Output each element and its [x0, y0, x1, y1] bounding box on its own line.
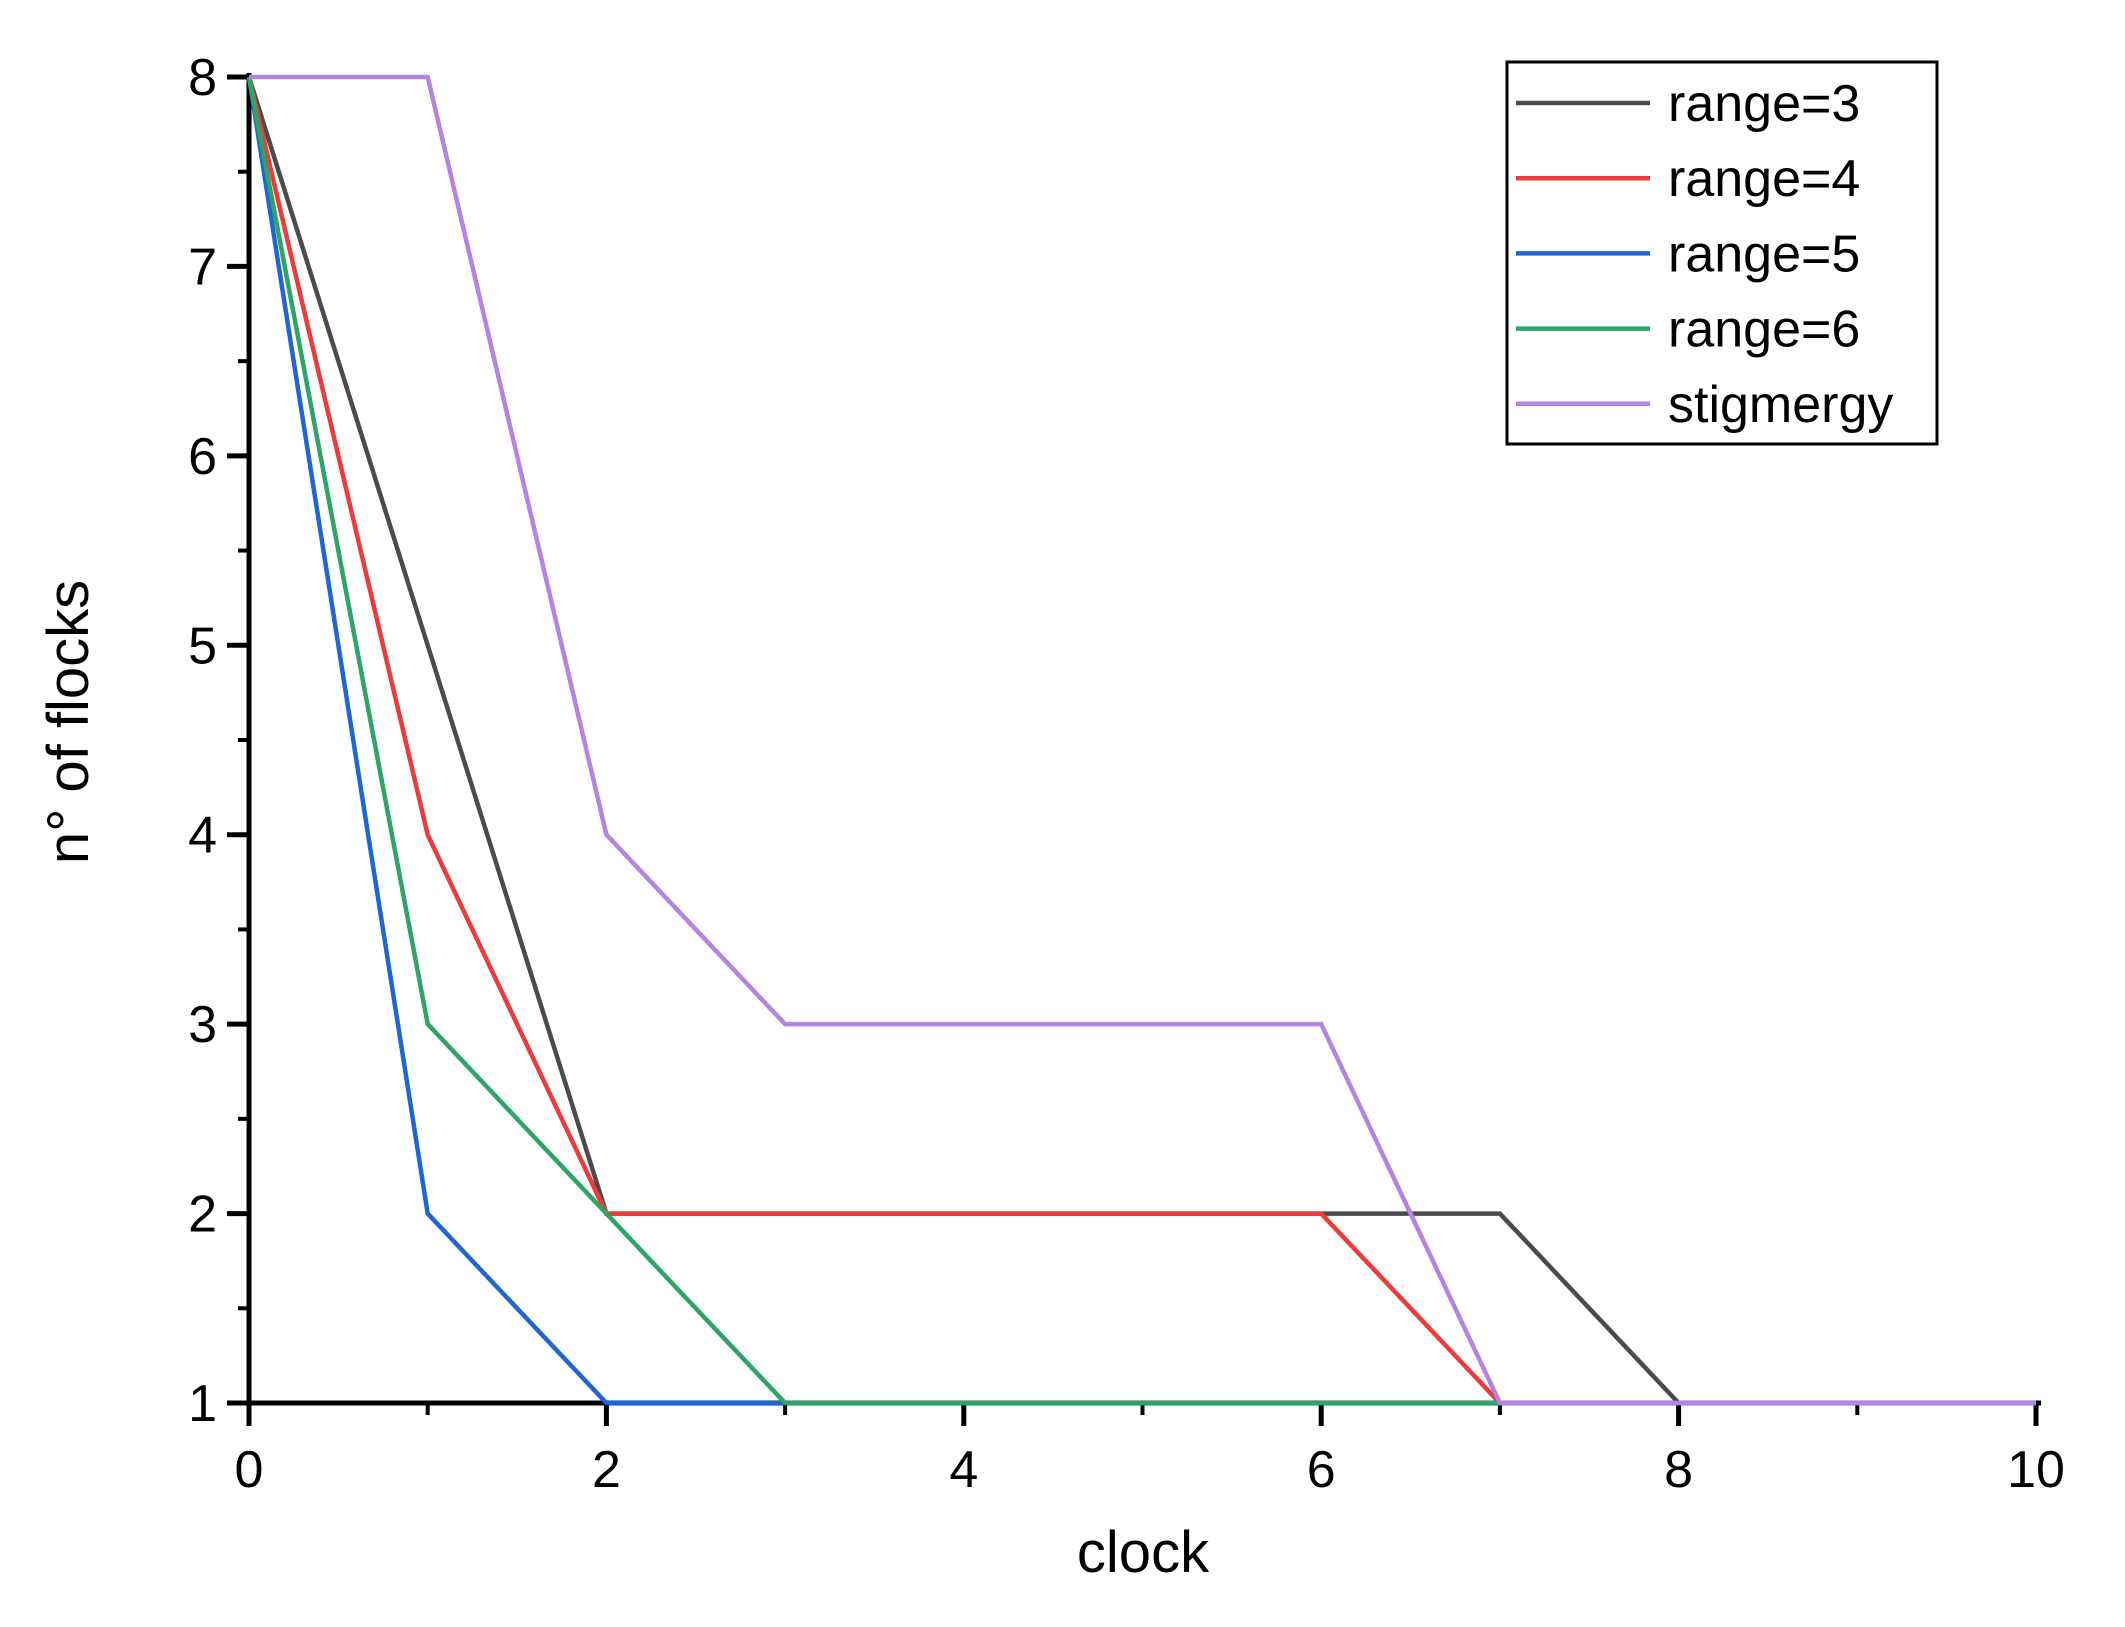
y-tick-label: 6 — [188, 428, 217, 486]
x-tick-label: 2 — [592, 1441, 621, 1499]
legend-label-range=6: range=6 — [1668, 301, 1860, 359]
x-tick-label: 10 — [2007, 1441, 2065, 1499]
x-tick-label: 8 — [1664, 1441, 1693, 1499]
y-tick-label: 3 — [188, 996, 217, 1054]
x-tick-label: 6 — [1307, 1441, 1336, 1499]
legend: range=3 range=4 range=5 range=6 stigmergy — [1505, 60, 1939, 446]
y-tick-label: 1 — [188, 1375, 217, 1433]
legend-label-range=5: range=5 — [1668, 225, 1860, 283]
tick-labels: 8 7 6 5 4 3 2 10 2 4 6 8 10 — [188, 49, 2065, 1499]
legend-label-range=4: range=4 — [1668, 150, 1860, 208]
x-axis-title: clock — [1077, 1520, 1210, 1585]
y-tick-label: 4 — [188, 807, 217, 865]
x-tick-label: 0 — [235, 1441, 264, 1499]
x-tick-label: 4 — [949, 1441, 978, 1499]
series-lines — [246, 74, 2036, 1406]
legend-label-range=3: range=3 — [1668, 75, 1860, 133]
series-line-range=6 — [246, 76, 2036, 1406]
y-tick-label: 7 — [188, 238, 217, 296]
y-tick-label: 2 — [188, 1186, 217, 1244]
y-tick-label: 8 — [188, 49, 217, 107]
legend-label-stigmergy: stigmergy — [1668, 376, 1893, 434]
y-axis-title: n° of flocks — [36, 580, 101, 864]
series-line-stigmergy — [249, 74, 2036, 1406]
y-tick-label: 5 — [188, 617, 217, 675]
